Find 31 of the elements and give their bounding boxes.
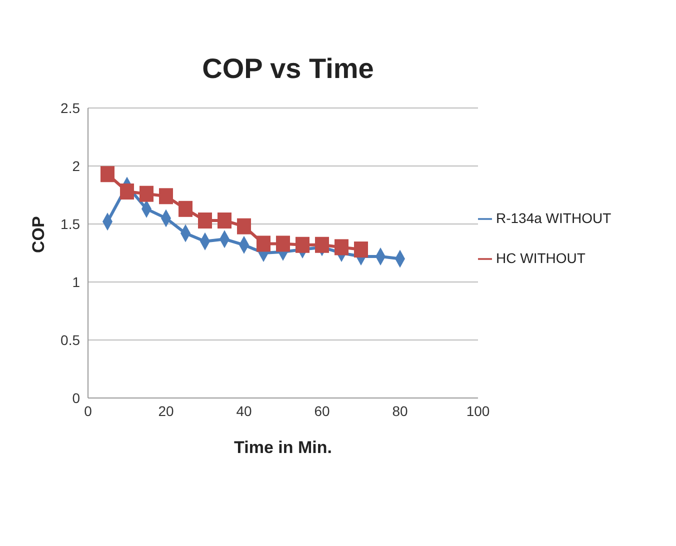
point [237, 218, 251, 234]
x-tick-label: 100 [466, 402, 490, 419]
x-tick-label: 20 [158, 402, 174, 419]
point [256, 236, 270, 252]
y-tick-label: 1.5 [60, 216, 80, 232]
point [100, 166, 114, 182]
x-tick-label: 60 [314, 402, 330, 419]
y-tick-label: 2 [72, 158, 80, 174]
x-tick-label: 40 [236, 402, 252, 419]
legend-label: HC WITHOUT [496, 250, 586, 266]
chart-title: COP vs Time [201, 53, 375, 85]
x-axis-title: Time in Min. [234, 438, 332, 457]
x-tick-label: 80 [392, 402, 408, 419]
y-axis-title: COP [29, 216, 48, 253]
point [354, 242, 368, 258]
point [159, 188, 173, 204]
point [334, 239, 348, 256]
y-tick-label: 0.5 [60, 332, 80, 348]
point [315, 236, 329, 253]
x-tick-label: 0 [84, 402, 92, 419]
point [120, 184, 134, 200]
point [178, 200, 192, 217]
y-tick-label: 2.5 [60, 100, 80, 116]
point [218, 212, 232, 229]
point [198, 212, 212, 229]
point [140, 186, 154, 202]
legend-label: R-134a WITHOUT [496, 210, 612, 226]
point [296, 236, 310, 253]
y-tick-label: 1 [72, 274, 80, 290]
point [276, 236, 290, 252]
y-tick-label: 0 [72, 390, 80, 406]
